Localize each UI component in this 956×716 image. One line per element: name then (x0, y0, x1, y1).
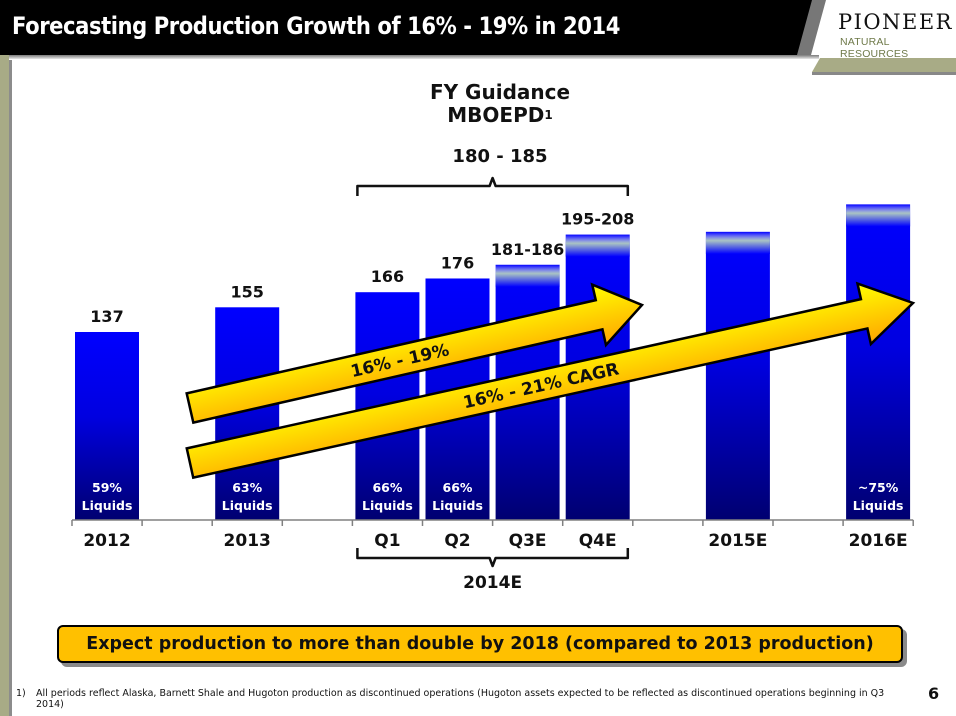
header-shadow (9, 55, 819, 59)
data-label-2012: 137 (90, 307, 123, 326)
data-label-2013: 155 (230, 282, 263, 301)
bar-fade-q3e (495, 264, 560, 287)
footnote-text: All periods reflect Alaska, Barnett Shal… (36, 688, 885, 710)
liquids-label-2016e: ~75% (858, 480, 899, 495)
guidance-brace (356, 176, 630, 196)
liquids-label-q1: 66% (372, 480, 402, 495)
logo-decor (797, 0, 956, 75)
liquids-label-q2: Liquids (432, 498, 483, 513)
callout-box: Expect production to more than double by… (57, 625, 903, 663)
footnote-number: 1) (16, 688, 26, 699)
page-number: 6 (928, 684, 940, 703)
liquids-label-2012: 59% (92, 480, 122, 495)
company-logo: PIONEER (838, 10, 953, 34)
bar-fade-2015e (705, 231, 770, 254)
data-label-q4e: 195-208 (561, 210, 634, 229)
bar-2015e (705, 231, 770, 520)
data-label-q2: 176 (441, 253, 474, 272)
guidance-unit-text: MBOEPD (447, 103, 545, 127)
liquids-label-q1: Liquids (362, 498, 413, 513)
x-tick-label-2012: 2012 (83, 531, 130, 551)
x-tick-label-q4e: Q4E (579, 531, 617, 551)
liquids-label-2013: Liquids (222, 498, 273, 513)
company-logo-subtitle: NATURAL RESOURCES (840, 36, 909, 60)
left-rail (0, 55, 9, 716)
liquids-label-2016e: Liquids (853, 498, 904, 513)
guidance-title: FY Guidance (429, 80, 571, 104)
arrow-2014-growth-shape (185, 282, 645, 425)
group-brace-2014e (356, 548, 630, 568)
liquids-label-2012: Liquids (82, 498, 133, 513)
bar-fade-q4e (565, 234, 630, 257)
bar-2016e (846, 204, 911, 520)
production-chart: 16% - 19% 16% - 21% CAGR 13759%Liquids201… (71, 176, 916, 593)
logo-white-panel (808, 0, 956, 55)
arrow-cagr-shape (185, 281, 916, 480)
slide-title: Forecasting Production Growth of 16% - 1… (12, 12, 620, 40)
data-label-q1: 166 (371, 267, 404, 286)
group-label-2014e: 2014E (463, 573, 522, 593)
x-tick-label-2016e: 2016E (849, 531, 908, 551)
logo-olive-bar (812, 58, 956, 72)
x-tick-label-q3e: Q3E (509, 531, 547, 551)
liquids-label-q2: 66% (443, 480, 473, 495)
guidance-footnote-ref: 1 (544, 108, 553, 122)
bar-2012 (75, 332, 139, 520)
guidance-unit: MBOEPD1 (380, 104, 620, 126)
bar-fade-2016e (846, 204, 911, 227)
guidance-range: 180 - 185 (452, 146, 548, 167)
liquids-label-2013: 63% (232, 480, 262, 495)
header-bar: Forecasting Production Growth of 16% - 1… (0, 0, 956, 55)
x-tick-label-2013: 2013 (224, 531, 271, 551)
x-tick-label-2015e: 2015E (708, 531, 767, 551)
logo-olive-shadow (812, 72, 956, 75)
logo-grey-slant (797, 0, 826, 55)
x-tick-label-q1: Q1 (374, 531, 400, 551)
data-label-q3e: 181-186 (491, 240, 564, 259)
left-rail-shadow (9, 60, 12, 716)
callout-text: Expect production to more than double by… (86, 634, 874, 654)
x-tick-label-q2: Q2 (444, 531, 470, 551)
